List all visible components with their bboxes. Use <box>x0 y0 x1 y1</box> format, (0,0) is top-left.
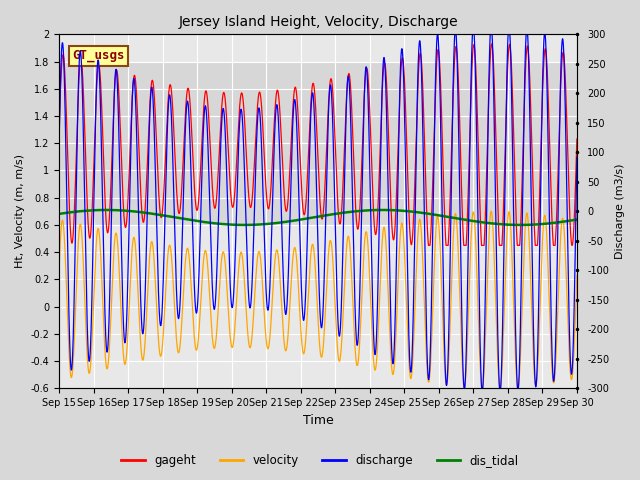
Y-axis label: Discharge (m3/s): Discharge (m3/s) <box>615 164 625 259</box>
X-axis label: Time: Time <box>303 414 333 427</box>
Bar <box>59 61 577 225</box>
Title: Jersey Island Height, Velocity, Discharge: Jersey Island Height, Velocity, Discharg… <box>178 15 458 29</box>
Y-axis label: Ht, Velocity (m, m/s): Ht, Velocity (m, m/s) <box>15 155 25 268</box>
Text: GT_usgs: GT_usgs <box>72 49 125 62</box>
Legend: gageht, velocity, discharge, dis_tidal: gageht, velocity, discharge, dis_tidal <box>116 449 524 472</box>
